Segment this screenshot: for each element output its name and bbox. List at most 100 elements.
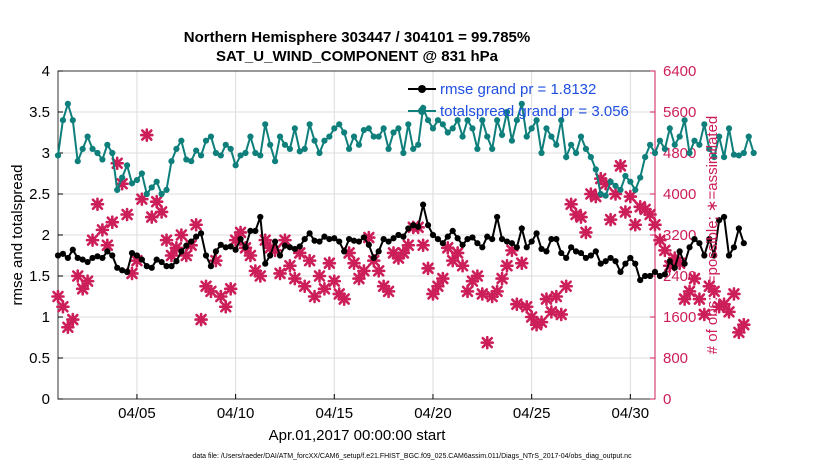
totalspread-point — [627, 178, 634, 185]
obs-point — [115, 176, 129, 191]
obs-point — [110, 156, 125, 171]
rmse-point — [207, 263, 215, 270]
totalspread-point — [691, 137, 698, 144]
totalspread-point — [523, 133, 530, 140]
totalspread-point — [217, 152, 224, 159]
rmse-point — [400, 233, 407, 240]
obs-point — [445, 253, 460, 268]
obs-point — [347, 256, 361, 270]
rmse-point — [503, 238, 511, 245]
totalspread-point — [464, 117, 471, 124]
rmse-point — [296, 243, 303, 250]
totalspread-point — [281, 141, 289, 148]
totalspread-point — [311, 137, 318, 144]
totalspread-point — [503, 108, 511, 116]
x-tick-labels: 04/05 04/10 04/15 04/20 04/25 04/30 — [118, 405, 649, 422]
obs-point — [307, 289, 322, 304]
rmse-point — [449, 227, 456, 234]
obs-point — [588, 189, 603, 204]
rmse-point — [464, 236, 471, 243]
obs-point — [396, 246, 411, 260]
obs-point — [500, 258, 514, 273]
rmse-point — [291, 245, 298, 253]
rmse-point — [469, 234, 476, 241]
totalspread-point — [54, 152, 62, 159]
totalspread-point — [385, 145, 392, 152]
obs-point — [80, 274, 95, 288]
rmse-point — [701, 252, 708, 259]
rmse-point — [459, 241, 466, 248]
obs-point — [258, 233, 273, 247]
rmse-point — [74, 254, 81, 262]
totalspread-point — [365, 125, 372, 132]
x-axis-label: Apr.01,2017 00:00:00 start — [269, 427, 447, 444]
legend-rmse-label: rmse grand pr = 1.8132 — [440, 81, 596, 98]
rmse-point — [676, 248, 683, 255]
obs-point — [440, 241, 455, 255]
totalspread-point — [291, 125, 298, 132]
obs-point — [85, 233, 100, 247]
obs-point — [584, 187, 598, 201]
totalspread-point — [321, 137, 328, 144]
obs-point — [327, 274, 342, 288]
totalspread-point — [267, 141, 274, 148]
rmse-point — [355, 238, 363, 245]
totalspread-point — [661, 145, 668, 152]
rmse-point — [390, 235, 397, 242]
rmse-point — [257, 213, 264, 221]
obs-point — [687, 271, 702, 286]
x-tick-label: 04/05 — [118, 405, 156, 422]
obs-point — [633, 200, 647, 214]
totalspread-point — [400, 149, 407, 157]
legend: rmse grand pr = 1.8132 totalspread grand… — [408, 81, 629, 120]
obs-point — [381, 284, 396, 299]
rmse-point — [681, 260, 688, 267]
totalspread-point — [69, 117, 76, 124]
totalspread-point — [410, 145, 417, 152]
rmse-point — [592, 248, 599, 255]
rmse-point — [528, 238, 535, 245]
obs-point — [75, 282, 90, 296]
obs-point — [179, 248, 194, 263]
obs-point — [707, 284, 722, 299]
legend-spread-marker — [418, 107, 426, 115]
obs-point — [732, 325, 746, 340]
totalspread-point — [247, 133, 254, 140]
obs-point — [233, 225, 248, 240]
rmse-point — [498, 236, 506, 243]
totalspread-point — [587, 154, 594, 161]
obs-point — [692, 292, 707, 306]
rmse-point — [123, 268, 131, 275]
obs-point — [653, 233, 667, 247]
obs-point — [401, 238, 416, 253]
totalspread-point — [681, 117, 688, 124]
rmse-point — [84, 258, 91, 266]
obs-point — [519, 299, 534, 314]
totalspread-point — [355, 141, 363, 148]
totalspread-point — [262, 121, 269, 128]
y-left-tick-label: 1.5 — [29, 268, 50, 285]
rmse-point — [405, 225, 412, 232]
obs-point — [90, 197, 105, 212]
rmse-point — [133, 252, 141, 259]
obs-point — [460, 284, 475, 299]
rmse-point — [385, 238, 392, 245]
rmse-point — [538, 245, 545, 253]
totalspread-point — [439, 121, 446, 128]
obs-point — [569, 207, 583, 222]
totalspread-point — [94, 149, 101, 157]
obs-point — [574, 210, 588, 224]
obs-point — [189, 217, 203, 232]
y-right-tick-label: 6400 — [663, 63, 696, 80]
totalspread-point — [197, 152, 205, 159]
obs-point — [352, 271, 366, 286]
y-right-tick-label: 1600 — [663, 309, 696, 326]
y-right-tick-label: 3200 — [663, 227, 696, 244]
y-left-tick-label: 1 — [42, 309, 50, 326]
totalspread-point — [469, 125, 476, 132]
rmse-point — [350, 237, 358, 244]
rmse-point — [642, 272, 649, 280]
totalspread-point — [104, 141, 111, 148]
totalspread-point — [513, 117, 520, 124]
